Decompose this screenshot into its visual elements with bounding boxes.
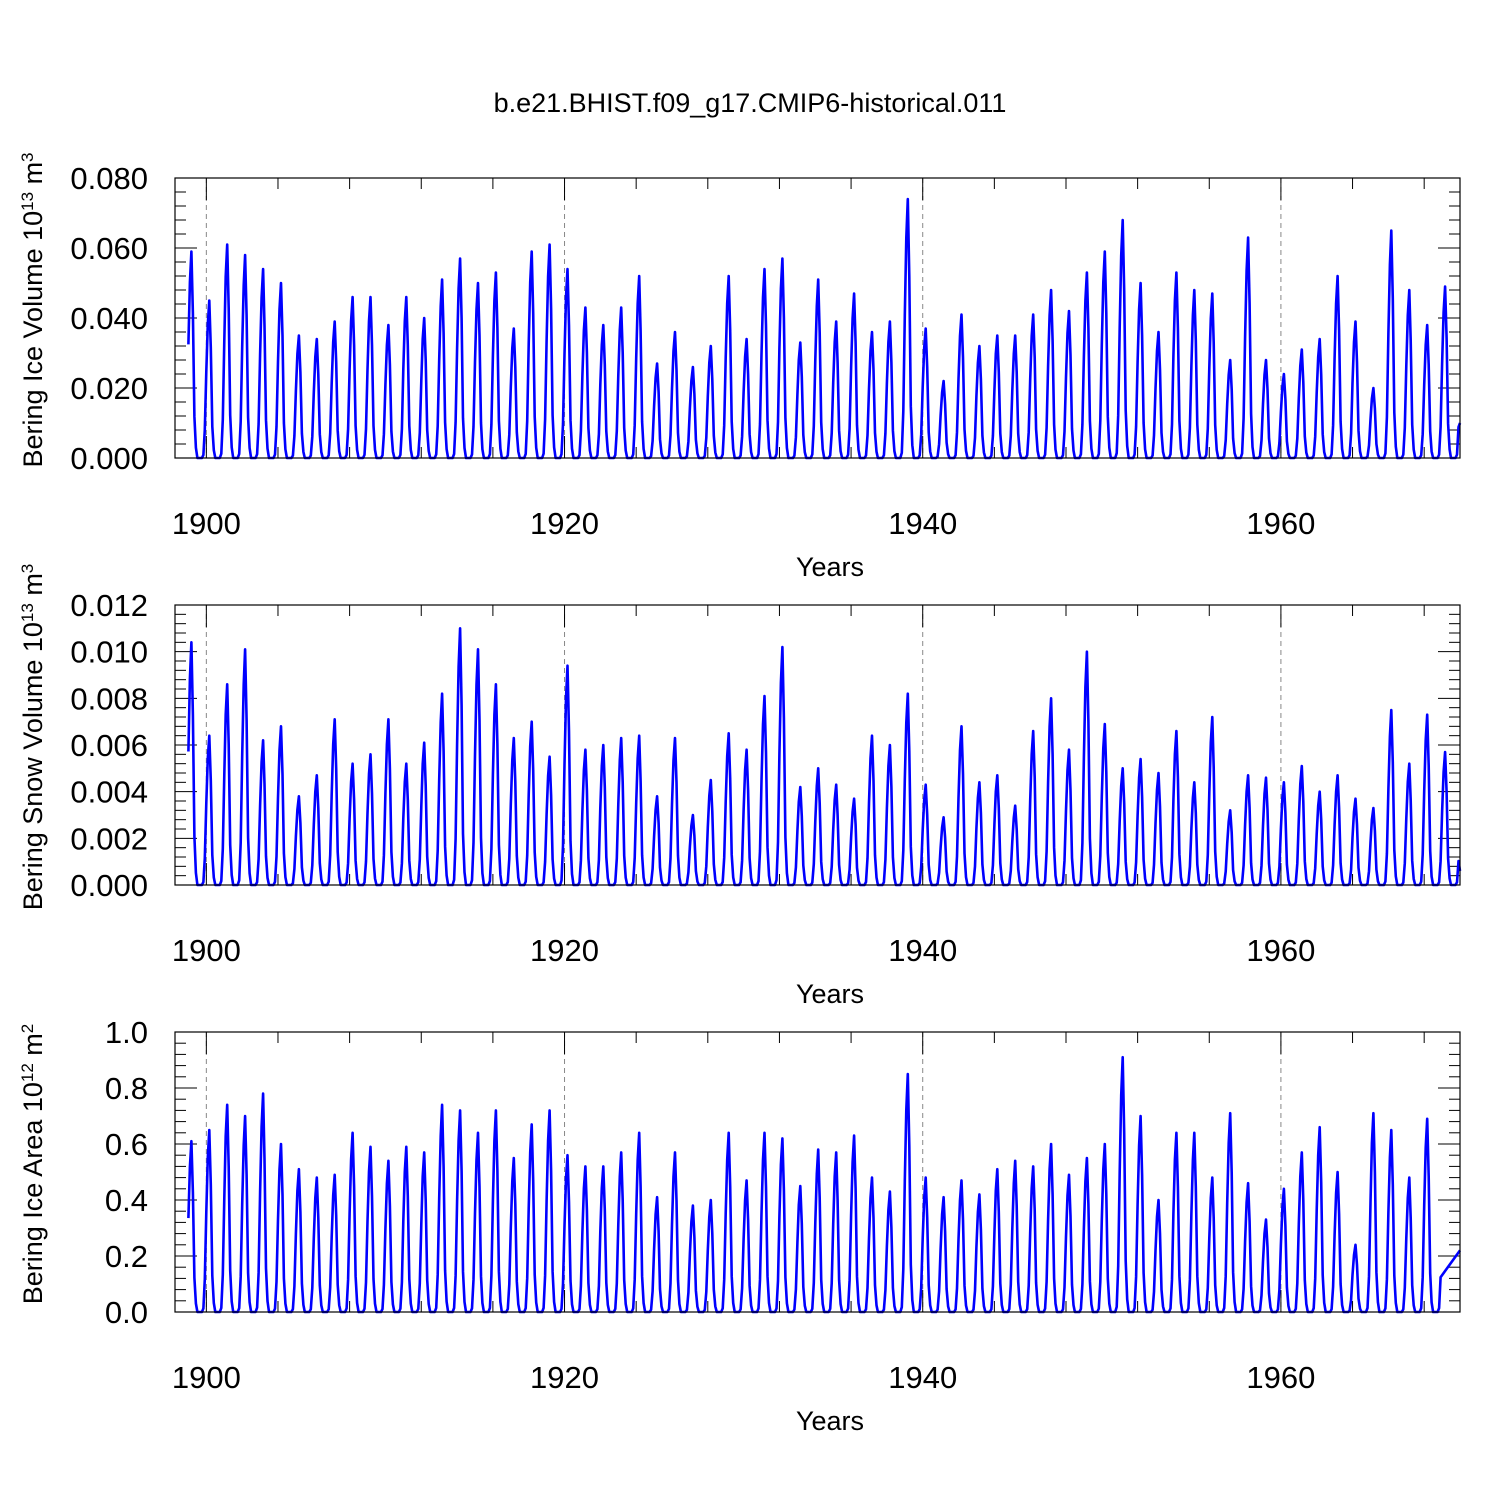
chart-title: b.e21.BHIST.f09_g17.CMIP6-historical.011 bbox=[494, 88, 1007, 118]
series-line bbox=[187, 1055, 1462, 1314]
plot-frame bbox=[174, 1031, 1461, 1313]
x-tick-labels: 1900 1920 1940 1960 bbox=[172, 506, 1316, 541]
x-tick-label: 1940 bbox=[888, 506, 957, 541]
panel-snow-volume: 0.000 0.002 0.004 0.006 0.008 0.010 0.01… bbox=[18, 564, 1462, 1009]
y-tick-label: 0.010 bbox=[70, 635, 148, 670]
y-axis-title: Bering Ice Volume 1013 m3 bbox=[18, 152, 49, 467]
x-tick-label: 1900 bbox=[172, 1360, 241, 1395]
y-tick-label: 0.002 bbox=[70, 821, 148, 856]
x-tick-label: 1960 bbox=[1246, 1360, 1315, 1395]
x-tick-label: 1960 bbox=[1246, 506, 1315, 541]
series-path bbox=[187, 1055, 1462, 1314]
series-path bbox=[187, 197, 1462, 460]
x-tick-label: 1920 bbox=[530, 506, 599, 541]
series-line bbox=[187, 197, 1462, 460]
x-tick-labels: 1900 1920 1940 1960 bbox=[172, 933, 1316, 968]
y-tick-label: 0.012 bbox=[70, 588, 148, 623]
y-tick-labels: 0.0 0.2 0.4 0.6 0.8 1.0 bbox=[105, 1015, 148, 1330]
y-tick-label: 0.6 bbox=[105, 1127, 148, 1162]
x-tick-label: 1920 bbox=[530, 933, 599, 968]
y-tick-label: 0.4 bbox=[105, 1183, 148, 1218]
y-tick-label: 1.0 bbox=[105, 1015, 148, 1050]
y-tick-label: 0.0 bbox=[105, 1295, 148, 1330]
plot-frame bbox=[174, 604, 1461, 886]
y-tick-labels: 0.000 0.020 0.040 0.060 0.080 bbox=[70, 161, 148, 476]
y-tick-label: 0.080 bbox=[70, 161, 148, 196]
series-line bbox=[187, 627, 1462, 887]
panel-ice-volume: 0.000 0.020 0.040 0.060 0.080 1900 1920 … bbox=[18, 152, 1462, 582]
panel-ice-area: 0.0 0.2 0.4 0.6 0.8 1.0 1900 1920 1940 1… bbox=[18, 1015, 1462, 1436]
axis-ticks bbox=[175, 604, 1460, 886]
x-tick-label: 1940 bbox=[888, 1360, 957, 1395]
axis-ticks bbox=[175, 177, 1460, 459]
y-tick-label: 0.020 bbox=[70, 371, 148, 406]
x-axis-title: Years bbox=[796, 979, 864, 1009]
x-tick-label: 1900 bbox=[172, 506, 241, 541]
y-tick-label: 0.006 bbox=[70, 728, 148, 763]
y-tick-label: 0.2 bbox=[105, 1239, 148, 1274]
y-tick-label: 0.000 bbox=[70, 868, 148, 903]
y-tick-labels: 0.000 0.002 0.004 0.006 0.008 0.010 0.01… bbox=[70, 588, 148, 903]
plot-frame bbox=[174, 177, 1461, 459]
y-axis-title: Bering Snow Volume 1013 m3 bbox=[18, 564, 49, 911]
y-tick-label: 0.008 bbox=[70, 681, 148, 716]
x-tick-label: 1900 bbox=[172, 933, 241, 968]
y-tick-label: 0.060 bbox=[70, 231, 148, 266]
x-axis-title: Years bbox=[796, 1406, 864, 1436]
series-path bbox=[187, 627, 1462, 887]
x-tick-labels: 1900 1920 1940 1960 bbox=[172, 1360, 1316, 1395]
y-tick-label: 0.000 bbox=[70, 441, 148, 476]
x-tick-label: 1940 bbox=[888, 933, 957, 968]
x-tick-label: 1920 bbox=[530, 1360, 599, 1395]
y-tick-label: 0.8 bbox=[105, 1071, 148, 1106]
x-tick-label: 1960 bbox=[1246, 933, 1315, 968]
y-tick-label: 0.004 bbox=[70, 775, 148, 810]
y-tick-label: 0.040 bbox=[70, 301, 148, 336]
x-axis-title: Years bbox=[796, 552, 864, 582]
y-axis-title: Bering Ice Area 1012 m2 bbox=[18, 1024, 49, 1305]
